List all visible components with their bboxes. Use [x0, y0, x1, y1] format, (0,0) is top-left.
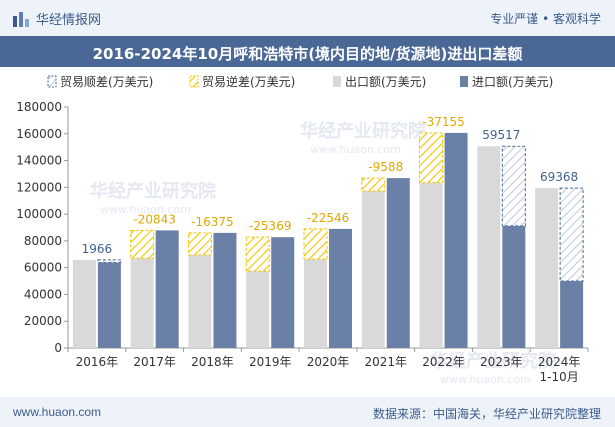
surplus-bar — [97, 259, 122, 264]
deficit-bar — [130, 229, 155, 259]
deficit-bar — [419, 132, 444, 184]
header-bar: 华经情报网 专业严谨 • 客观科学 — [0, 0, 615, 36]
brand-name: 华经情报网 — [36, 13, 102, 28]
balance-data-label: 1966 — [82, 242, 113, 256]
balance-data-label: -37155 — [422, 115, 465, 129]
balance-data-label: -25369 — [249, 219, 292, 233]
footer-bar: www.huaon.com 数据来源：中国海关，华经产业研究院整理 — [0, 397, 615, 427]
brand[interactable]: 华经情报网 — [12, 9, 101, 28]
balance-data-label: -16375 — [191, 215, 234, 229]
legend-swatch-surplus — [47, 75, 57, 88]
balance-data-label: 69368 — [540, 170, 578, 184]
legend-swatch-import — [460, 76, 468, 87]
slogan: 专业严谨 • 客观科学 — [490, 12, 601, 26]
deficit-bar — [361, 177, 386, 192]
legend-label: 贸易顺差(万美元) — [60, 75, 153, 89]
watermark-text: 华经产业研究院 — [430, 350, 556, 372]
export-bar — [130, 258, 154, 348]
export-bar — [188, 254, 212, 348]
footer-url[interactable]: www.huaon.com — [13, 405, 102, 419]
import-bar — [560, 281, 584, 348]
legend-label: 出口额(万美元) — [345, 75, 426, 89]
y-tick-label: 60000 — [24, 261, 62, 275]
surplus-bar — [501, 145, 526, 227]
x-tick-label: 2023年 — [480, 355, 523, 369]
export-bar — [535, 188, 559, 348]
balance-data-label: -20843 — [133, 212, 176, 226]
legend-swatch-export — [333, 76, 341, 87]
x-tick-label: 2020年 — [307, 355, 350, 369]
legend-swatch-deficit — [189, 75, 199, 88]
export-bar — [246, 271, 270, 348]
import-bar — [329, 228, 352, 348]
import-bar — [444, 132, 468, 348]
deficit-bar — [245, 236, 270, 272]
brand-logo-icon — [13, 11, 29, 27]
y-tick-label: 160000 — [16, 127, 62, 141]
watermark-text: 华经产业研究院 — [300, 120, 426, 142]
chart: 华经产业研究院www.huaon.com华经产业研究院www.huaon.com… — [16, 74, 589, 386]
watermark-url: www.huaon.com — [310, 143, 401, 156]
watermark-text: 华经产业研究院 — [90, 180, 216, 202]
import-bar — [97, 262, 121, 348]
balance-data-label: 59517 — [482, 128, 520, 142]
balance-data-label: -9588 — [368, 160, 403, 174]
legend-item-surplus[interactable]: 贸易顺差(万美元) — [47, 75, 153, 89]
balance-data-label: -22546 — [307, 211, 350, 225]
watermark-url: www.huaon.com — [440, 373, 531, 386]
legend-label: 进口额(万美元) — [472, 75, 553, 89]
y-tick-label: 40000 — [24, 287, 62, 301]
x-tick-label: 1-10月 — [539, 370, 578, 384]
surplus-bar — [559, 187, 584, 282]
y-tick-label: 120000 — [16, 180, 62, 194]
deficit-bar — [303, 228, 328, 260]
x-tick-label: 2017年 — [133, 355, 176, 369]
import-bar — [213, 232, 237, 348]
x-tick-label: 2018年 — [191, 355, 234, 369]
y-tick-label: 20000 — [24, 314, 62, 328]
chart-title: 2016-2024年10月呼和浩特市(境内目的地/货源地)进出口差额 — [92, 45, 523, 63]
x-tick-label: 2022年 — [422, 355, 465, 369]
export-bar — [361, 190, 385, 348]
legend-item-deficit[interactable]: 贸易逆差(万美元) — [189, 74, 295, 89]
x-tick-label: 2016年 — [76, 355, 119, 369]
import-bar — [386, 178, 410, 348]
import-bar — [155, 230, 179, 348]
y-tick-label: 180000 — [16, 100, 62, 114]
y-tick-label: 100000 — [16, 207, 62, 221]
import-bar — [502, 225, 526, 348]
watermark-url: www.huaon.com — [100, 203, 191, 216]
export-bar — [72, 259, 96, 348]
y-tick-label: 140000 — [16, 154, 62, 168]
export-bar — [419, 182, 443, 348]
x-tick-label: 2021年 — [365, 355, 408, 369]
x-tick-label: 2019年 — [249, 355, 292, 369]
y-tick-label: 0 — [54, 341, 62, 355]
deficit-bar — [187, 232, 212, 256]
export-bar — [477, 146, 501, 348]
legend-item-import[interactable]: 进口额(万美元) — [460, 75, 553, 89]
y-tick-label: 80000 — [24, 234, 62, 248]
export-bar — [304, 259, 327, 348]
footer-source: 数据来源：中国海关，华经产业研究院整理 — [372, 407, 601, 421]
legend-label: 贸易逆差(万美元) — [202, 74, 295, 89]
x-tick-label: 2024年 — [538, 355, 581, 369]
legend-item-export[interactable]: 出口额(万美元) — [333, 75, 426, 89]
title-bar: 2016-2024年10月呼和浩特市(境内目的地/货源地)进出口差额 — [0, 36, 615, 67]
import-bar — [271, 237, 295, 348]
